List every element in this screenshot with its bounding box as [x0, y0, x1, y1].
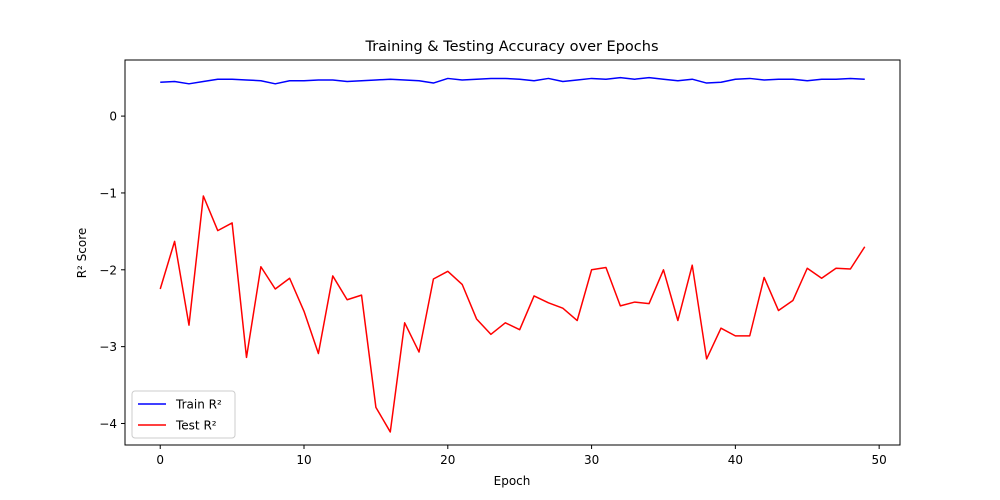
- y-axis: 0 −1 −2 −3 −4: [99, 110, 125, 431]
- legend-label: Test R²: [175, 419, 217, 433]
- series-line-test: [159, 195, 866, 433]
- y-tick-label: 0: [109, 110, 117, 124]
- legend: Train R² Test R²: [131, 390, 236, 439]
- x-axis: 0 10 20 30 40 50: [156, 445, 887, 467]
- x-tick-label: 30: [584, 453, 599, 467]
- x-tick-label: 0: [156, 453, 164, 467]
- plot-lines: [159, 76, 866, 433]
- y-tick-label: −2: [99, 263, 117, 277]
- x-tick-label: 40: [728, 453, 743, 467]
- legend-label: Train R²: [175, 398, 222, 412]
- y-tick-label: −3: [99, 340, 117, 354]
- y-tick-label: −4: [99, 417, 117, 431]
- x-tick-label: 50: [872, 453, 887, 467]
- legend-box: [131, 390, 236, 439]
- x-axis-title: Epoch: [494, 474, 531, 488]
- x-tick-label: 20: [440, 453, 455, 467]
- series-line-train: [160, 76, 865, 85]
- y-tick-label: −1: [99, 186, 117, 200]
- x-tick-label: 10: [296, 453, 311, 467]
- y-axis-title: R² Score: [75, 228, 89, 279]
- plot-frame: [124, 59, 901, 446]
- chart-title: Training & Testing Accuracy over Epochs: [364, 39, 658, 55]
